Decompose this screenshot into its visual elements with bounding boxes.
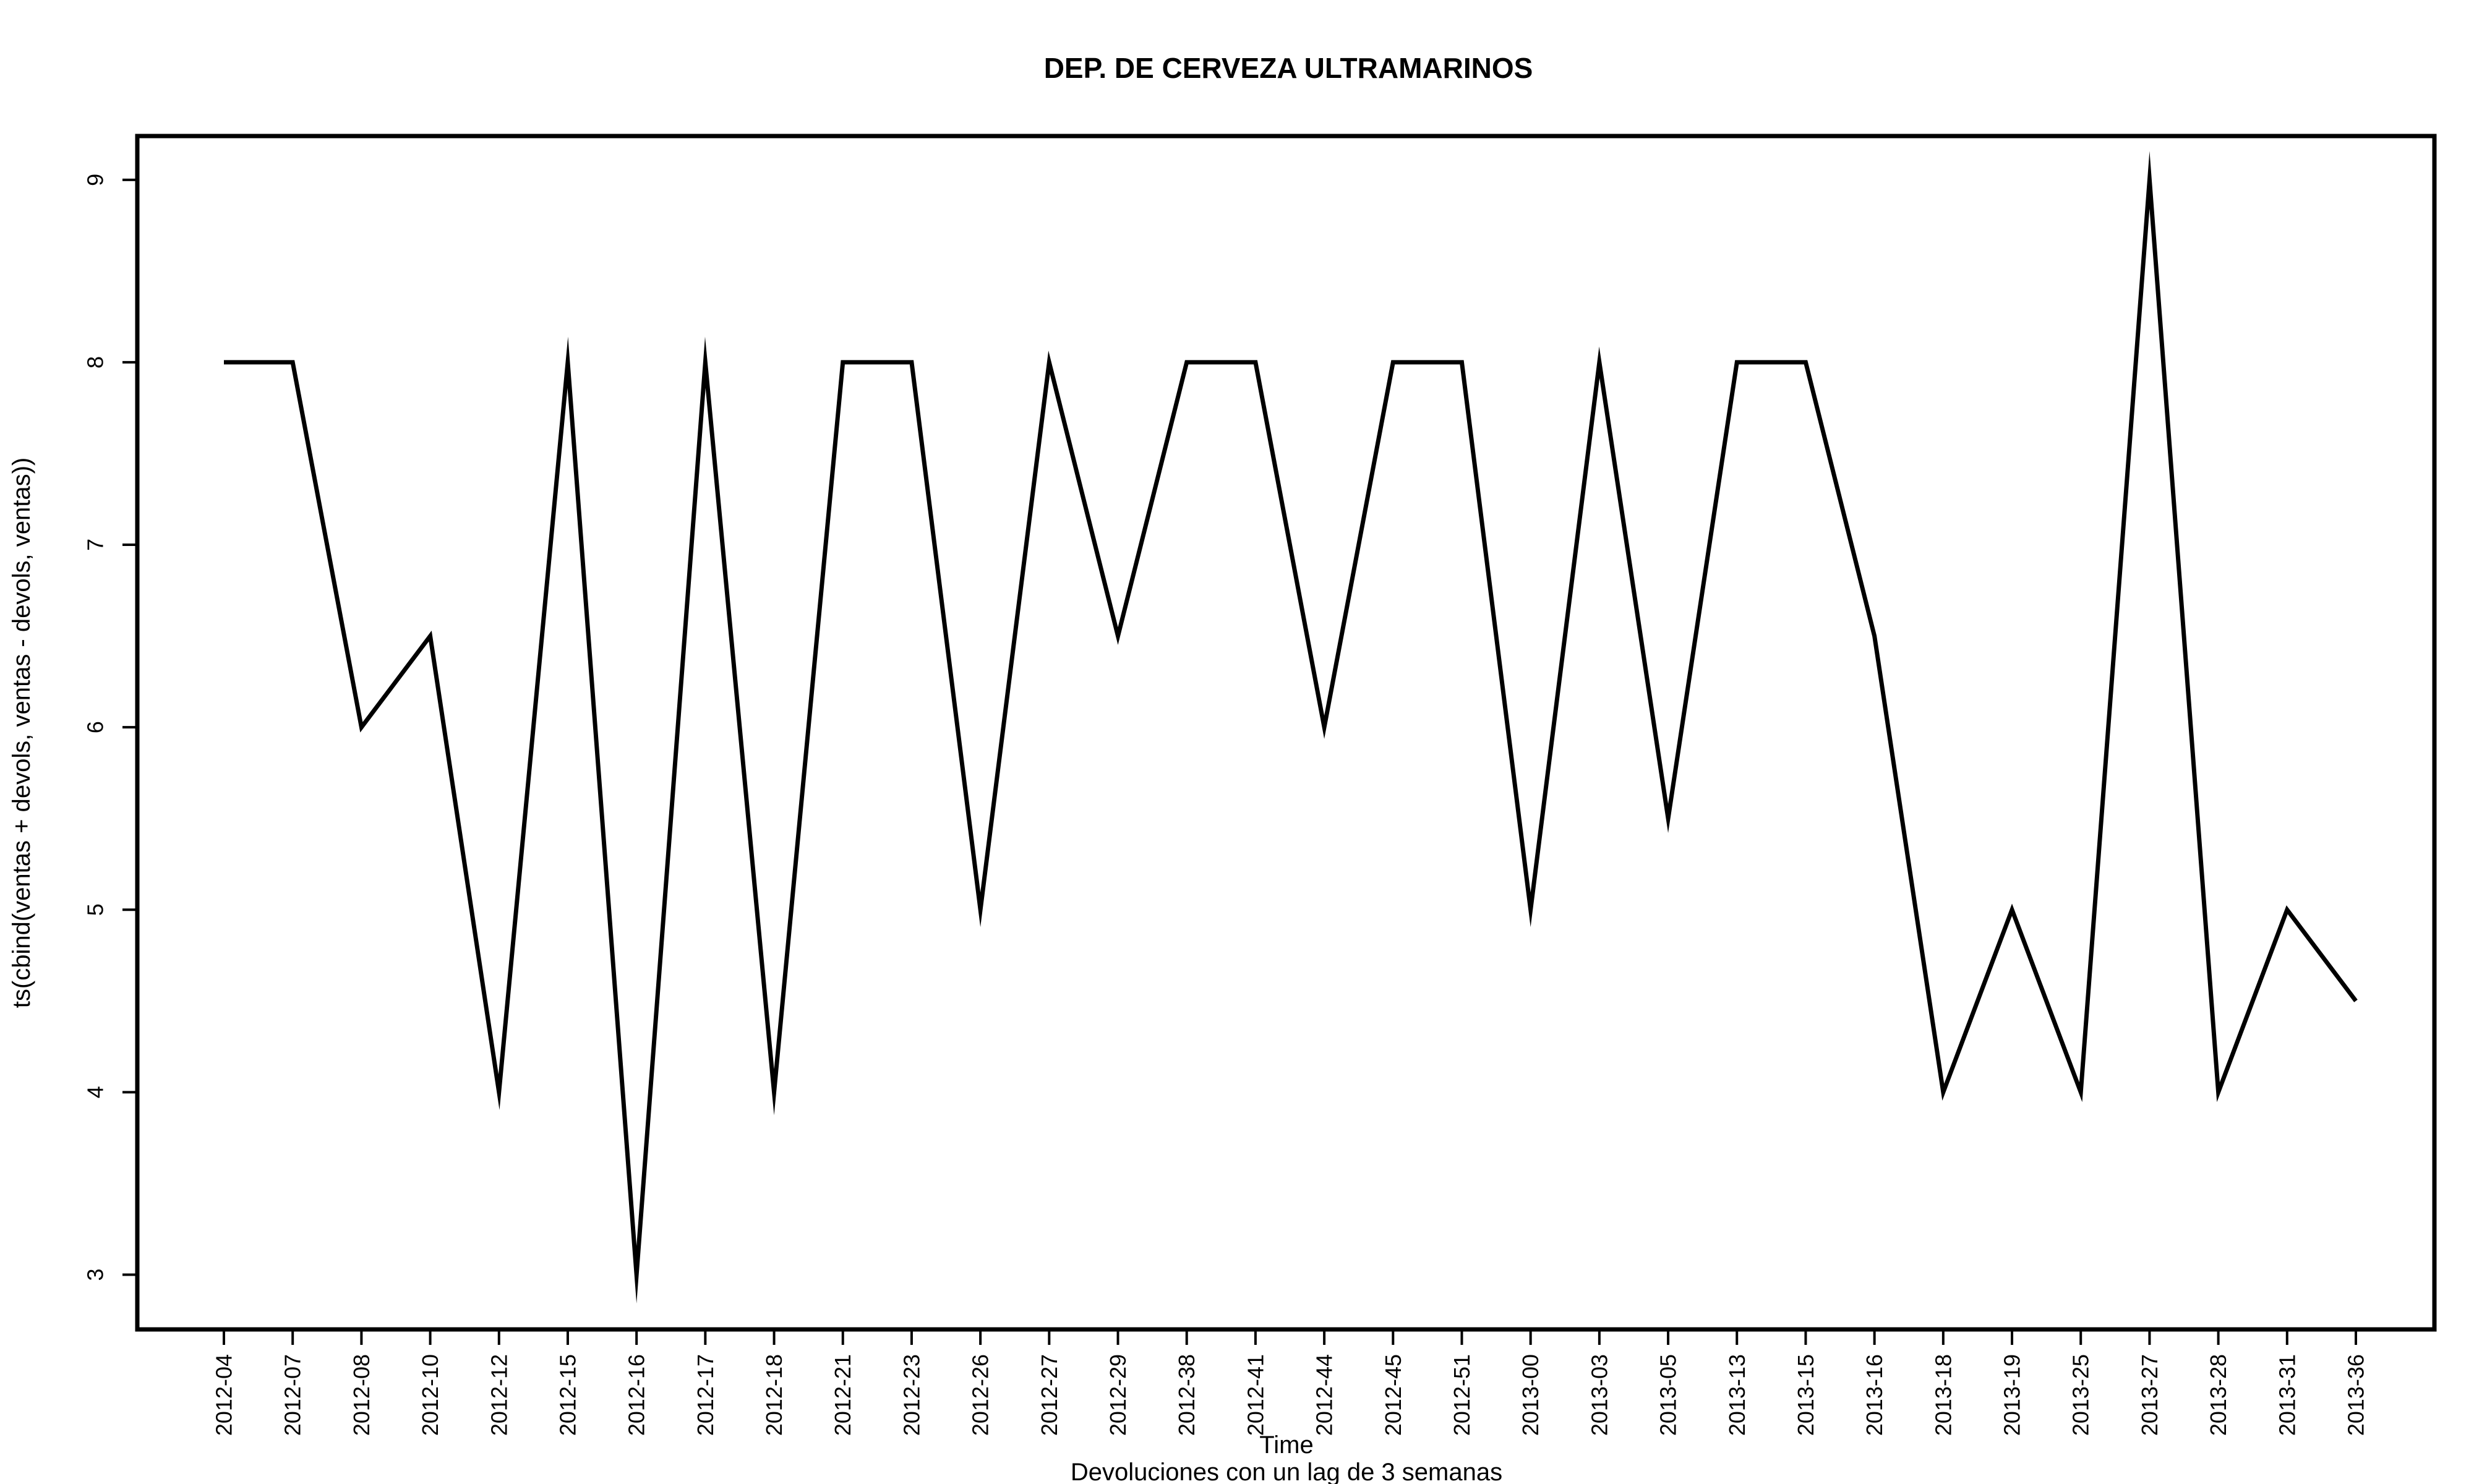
data-point bbox=[2354, 999, 2358, 1003]
x-tick-label: 2013-19 bbox=[2000, 1354, 2025, 1436]
data-point bbox=[359, 725, 363, 729]
x-tick-label: 2012-12 bbox=[486, 1354, 511, 1436]
y-tick-label: 8 bbox=[83, 356, 108, 369]
data-point bbox=[566, 360, 570, 364]
chart-subtitle: Devoluciones con un lag de 3 semanas bbox=[1071, 1459, 1502, 1484]
y-tick-label: 5 bbox=[83, 903, 108, 916]
x-tick-label: 2013-00 bbox=[1518, 1354, 1543, 1436]
x-tick-label: 2012-45 bbox=[1380, 1354, 1406, 1436]
data-point bbox=[1529, 908, 1533, 911]
data-point bbox=[1254, 360, 1257, 364]
data-point bbox=[2285, 908, 2289, 911]
data-point bbox=[1185, 360, 1189, 364]
x-tick-label: 2012-15 bbox=[555, 1354, 580, 1436]
x-tick-label: 2012-08 bbox=[349, 1354, 374, 1436]
data-point bbox=[1391, 360, 1395, 364]
x-tick-label: 2012-04 bbox=[212, 1354, 237, 1436]
data-point bbox=[773, 1090, 776, 1094]
data-point bbox=[222, 360, 226, 364]
x-tick-label: 2013-31 bbox=[2274, 1354, 2300, 1436]
data-point bbox=[1047, 360, 1051, 364]
data-point bbox=[2217, 1090, 2220, 1094]
data-point bbox=[291, 360, 294, 364]
x-tick-label: 2012-29 bbox=[1105, 1354, 1131, 1436]
data-point bbox=[635, 1273, 638, 1276]
x-tick-label: 2012-17 bbox=[693, 1354, 718, 1436]
x-tick-label: 2012-23 bbox=[899, 1354, 924, 1436]
x-tick-label: 2012-21 bbox=[830, 1354, 855, 1436]
data-point bbox=[2079, 1090, 2082, 1094]
y-tick-label: 4 bbox=[83, 1086, 108, 1098]
data-point bbox=[1116, 634, 1120, 638]
y-axis: 3 4 5 6 7 8 9 bbox=[83, 174, 137, 1281]
x-tick-label: 2013-13 bbox=[1724, 1354, 1750, 1436]
x-tick-label: 2013-36 bbox=[2343, 1354, 2369, 1436]
plot-frame bbox=[135, 134, 2437, 1332]
x-tick-label: 2013-16 bbox=[1862, 1354, 1887, 1436]
data-point bbox=[978, 908, 982, 911]
x-tick-label: 2012-07 bbox=[280, 1354, 306, 1436]
x-tick-label: 2012-27 bbox=[1037, 1354, 1062, 1436]
y-tick-label: 9 bbox=[83, 174, 108, 186]
data-point bbox=[2010, 908, 2014, 911]
x-tick-label: 2013-25 bbox=[2068, 1354, 2094, 1436]
x-tick-label: 2012-18 bbox=[761, 1354, 787, 1436]
x-tick-label: 2012-44 bbox=[1312, 1354, 1337, 1436]
x-tick-label: 2013-28 bbox=[2206, 1354, 2231, 1436]
data-point bbox=[910, 360, 914, 364]
x-tick-label: 2013-15 bbox=[1793, 1354, 1818, 1436]
x-tick-label: 2012-51 bbox=[1449, 1354, 1475, 1436]
x-tick-label: 2012-41 bbox=[1243, 1354, 1268, 1436]
x-tick-label: 2012-26 bbox=[968, 1354, 993, 1436]
data-point bbox=[841, 360, 845, 364]
data-point bbox=[1735, 360, 1739, 364]
data-point bbox=[2147, 178, 2151, 182]
data-point bbox=[1322, 725, 1326, 729]
x-tick-label: 2013-27 bbox=[2137, 1354, 2162, 1436]
series-line bbox=[224, 151, 2358, 1304]
data-point bbox=[429, 634, 432, 638]
x-tick-label: 2013-03 bbox=[1586, 1354, 1612, 1436]
x-tick-label: 2012-10 bbox=[417, 1354, 443, 1436]
data-point bbox=[497, 1090, 501, 1094]
y-tick-label: 3 bbox=[83, 1268, 108, 1281]
data-point bbox=[703, 360, 707, 364]
y-tick-label: 7 bbox=[83, 539, 108, 551]
data-point bbox=[1804, 360, 1807, 364]
x-tick-label: 2012-16 bbox=[624, 1354, 649, 1436]
data-point bbox=[1941, 1090, 1945, 1094]
data-point bbox=[1873, 634, 1877, 638]
x-axis: 2012-04 2012-07 2012-08 2012-10 2012-12 2012-… bbox=[212, 1329, 2369, 1436]
data-point bbox=[1598, 360, 1601, 364]
x-axis-label: Time bbox=[1259, 1431, 1313, 1459]
data-point bbox=[1460, 360, 1463, 364]
chart-title: DEP. DE CERVEZA ULTRAMARINOS bbox=[1044, 52, 1533, 84]
y-tick-label: 6 bbox=[83, 721, 108, 733]
x-tick-label: 2013-18 bbox=[1930, 1354, 1956, 1436]
x-tick-label: 2013-05 bbox=[1656, 1354, 1681, 1436]
data-point bbox=[1666, 817, 1670, 821]
y-axis-label: ts(cbind(ventas + devols, ventas - devol… bbox=[8, 458, 35, 1008]
data-series bbox=[222, 151, 2358, 1304]
x-tick-label: 2012-38 bbox=[1174, 1354, 1199, 1436]
